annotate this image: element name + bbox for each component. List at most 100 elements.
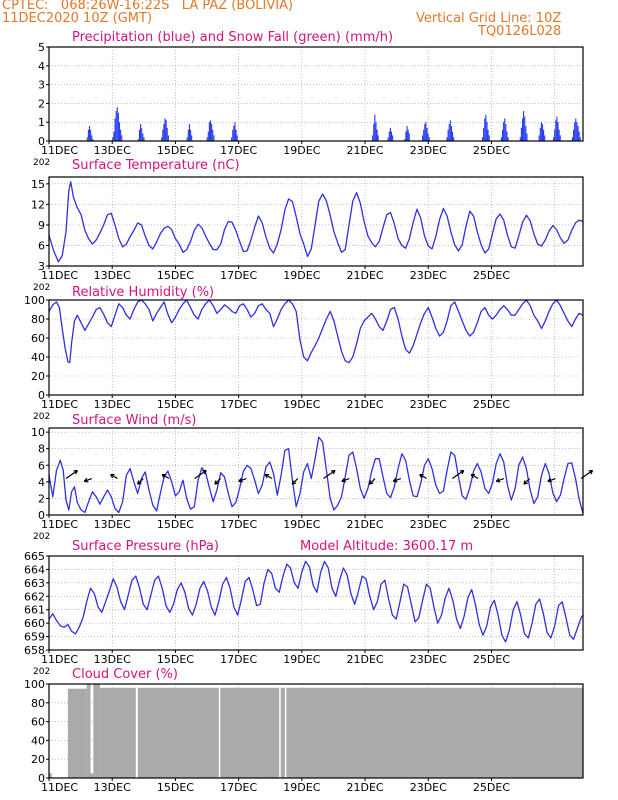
wind-arrow-shaft: [393, 477, 402, 482]
precip-bar: [543, 129, 545, 141]
precip-ytick-label: 0: [38, 135, 45, 148]
wind-arrow-head: [588, 469, 594, 475]
snowfall-bar: [211, 139, 213, 141]
precip-bar: [484, 118, 486, 141]
rh-xtick-label: 19DEC: [283, 398, 320, 411]
wind-arrow-shaft: [214, 478, 221, 485]
precip-bar: [453, 137, 455, 141]
precip-bar: [404, 139, 406, 141]
precip-bar: [525, 125, 527, 141]
precip-bar: [115, 110, 117, 141]
pres-note: Model Altitude: 3600.17 m: [300, 539, 473, 554]
wind-arrow-head: [330, 469, 336, 475]
wind-ytick-label: 8: [38, 443, 45, 456]
snowfall-bar: [209, 139, 212, 141]
wind-arrow-shaft: [323, 470, 336, 480]
wind-arrow-head: [83, 477, 89, 483]
wind-arrow-head: [73, 469, 78, 475]
precip-bar: [141, 127, 143, 141]
rh-xtick-label: 11DEC: [41, 398, 78, 411]
precip-bar: [117, 112, 119, 141]
temp-ytick-label: 6: [38, 239, 45, 252]
precip-xtick-label: 23DEC: [410, 144, 447, 157]
precip-bar: [559, 135, 561, 141]
wind-arrow-head: [291, 480, 297, 485]
wind-arrow-head: [368, 480, 374, 485]
wind-arrow-shaft: [238, 477, 247, 482]
precip-frame: [48, 46, 584, 142]
precip-bar: [118, 122, 121, 141]
rh-xtick-label: 25DEC: [473, 398, 510, 411]
temp-panel: [46, 176, 584, 269]
precip-bar: [571, 137, 574, 141]
snowfall-bar: [188, 139, 190, 141]
precip-bar: [406, 125, 408, 141]
header-code: TQ0126L028: [478, 24, 562, 39]
precip-bar: [142, 133, 144, 141]
cloud-cover-bar: [93, 684, 100, 778]
pres-xtick-label: 11DEC: [41, 653, 78, 666]
cloud-ytick-label: 80: [31, 697, 45, 710]
wind-arrow-shaft: [341, 477, 350, 482]
precip-ytick-label: 2: [38, 97, 45, 110]
precip-xtick-label: 21DEC: [347, 144, 384, 157]
precip-bar: [387, 137, 389, 141]
precip-bar: [485, 114, 487, 141]
wind-arrow-shaft: [137, 478, 144, 485]
precip-bar: [538, 135, 540, 141]
precip-bar: [208, 122, 210, 141]
wind-arrow-head: [470, 473, 476, 479]
rh-xtick-label: 13DEC: [94, 398, 131, 411]
wind-xtick-label: 13DEC: [94, 518, 131, 531]
precip-bar: [577, 125, 579, 141]
pres-panel: [46, 555, 584, 653]
temp-title: Surface Temperature (nC): [72, 158, 240, 173]
precip-bar: [554, 129, 556, 141]
pres-ytick-label: 663: [24, 577, 45, 590]
precip-bar: [523, 110, 525, 141]
wind-arrow-head: [419, 473, 424, 479]
pres-xtick-label: 21DEC: [347, 653, 384, 666]
precip-bar: [191, 135, 193, 141]
precip-bar: [574, 122, 576, 141]
pres-title: Surface Pressure (hPa): [72, 539, 219, 554]
precip-bar: [526, 133, 528, 141]
precip-bar: [234, 122, 236, 141]
precip-bar: [88, 125, 91, 141]
precip-bar: [138, 129, 141, 141]
precip-bar: [162, 129, 164, 141]
cloud-xtick-label: 13DEC: [94, 781, 131, 794]
precip-bar: [573, 129, 575, 141]
wind-ytick-label: 6: [38, 459, 45, 472]
wind-xtick-label: 23DEC: [410, 518, 447, 531]
temp-ytick-label: 3: [38, 260, 45, 273]
precip-bar: [450, 125, 452, 141]
cloud-xtick-label: 17DEC: [220, 781, 257, 794]
precip-bar: [86, 137, 88, 141]
cloud-frame: [48, 683, 584, 779]
header-datetime: 11DEC2020 10Z (GMT): [2, 11, 153, 26]
pres-xtick-label: 17DEC: [220, 653, 257, 666]
wind-arrow-shaft: [161, 474, 170, 480]
cloud-title: Cloud Cover (%): [72, 667, 178, 682]
precip-bar: [392, 135, 394, 141]
wind-xtick-label: 11DEC: [41, 518, 78, 531]
temp-ytick-label: 12: [31, 198, 45, 211]
precip-bar: [375, 122, 377, 141]
temp-xtick-label: 19DEC: [283, 269, 320, 282]
snowfall-bar: [163, 139, 165, 141]
precip-title: Precipitation (blue) and Snow Fall (gree…: [72, 30, 393, 45]
wind-arrow-shaft: [451, 470, 465, 480]
pres-ytick-label: 665: [24, 550, 45, 563]
wind-arrow-shaft: [547, 477, 556, 482]
pres-frame: [48, 555, 584, 651]
precip-bar: [372, 135, 374, 141]
precip-bar: [519, 137, 521, 141]
rh-xtick-label: 23DEC: [410, 398, 447, 411]
precip-bar: [521, 118, 524, 141]
cloud-cover-gap: [218, 684, 221, 778]
precip-bar: [575, 118, 577, 141]
cloud-ytick-label: 0: [38, 772, 45, 785]
pres-xtick-label: 13DEC: [94, 653, 131, 666]
